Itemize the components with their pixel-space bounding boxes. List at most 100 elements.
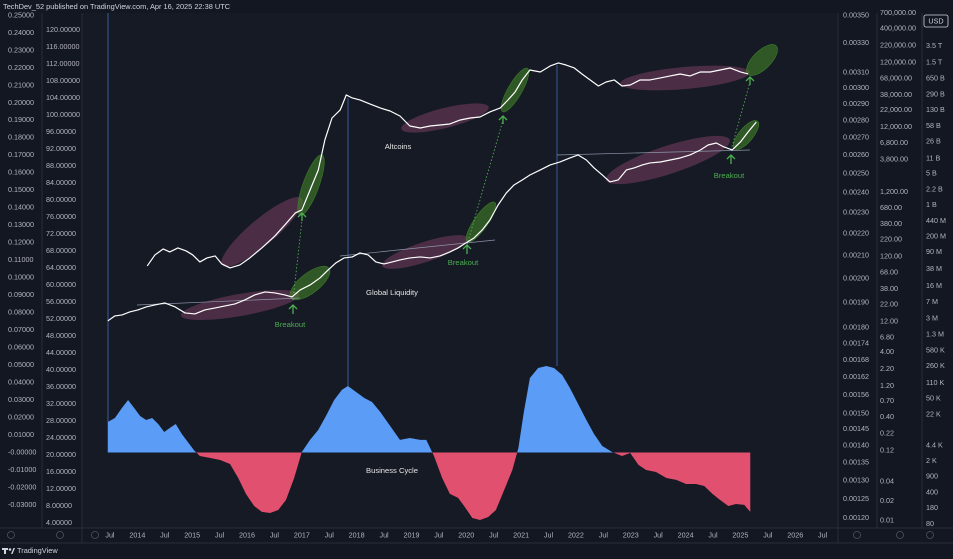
y-tick-label: 0.02000 bbox=[8, 412, 34, 421]
y-tick-label: 84.00000 bbox=[46, 178, 76, 187]
series-label: Global Liquidity bbox=[366, 288, 418, 297]
x-tick-label: 2021 bbox=[513, 530, 529, 539]
y-tick-label: 1.3 M bbox=[926, 330, 944, 339]
y-tick-label: 0.00220 bbox=[843, 229, 869, 238]
y-tick-label: 0.00290 bbox=[843, 99, 869, 108]
y-tick-label: 290 B bbox=[926, 89, 945, 98]
y-tick-label: 80 bbox=[926, 519, 934, 528]
y-tick-label: 108.00000 bbox=[46, 76, 80, 85]
separators bbox=[0, 13, 953, 544]
y-tick-label: 0.13000 bbox=[8, 220, 34, 229]
y-tick-label: 2 K bbox=[926, 456, 937, 465]
y-tick-label: 3,800.00 bbox=[880, 154, 908, 163]
x-tick-label: 2017 bbox=[294, 530, 310, 539]
y-tick-label: 7 M bbox=[926, 297, 938, 306]
y-tick-label: 0.00230 bbox=[843, 208, 869, 217]
x-tick-label: Jul bbox=[599, 530, 609, 539]
y-tick-label: 5 B bbox=[926, 169, 937, 178]
y-tick-label: 68.00 bbox=[880, 268, 898, 277]
y-tick-label: 8.00000 bbox=[46, 501, 72, 510]
y-tick-label: 40.00000 bbox=[46, 365, 76, 374]
x-tick-label: Jul bbox=[654, 530, 664, 539]
y-tick-label: 88.00000 bbox=[46, 161, 76, 170]
y-tick-label: -0.03000 bbox=[8, 500, 36, 509]
y-tick-label: 0.23000 bbox=[8, 45, 34, 54]
y-tick-label: 38.00 bbox=[880, 284, 898, 293]
y-tick-label: 0.00250 bbox=[843, 169, 869, 178]
y-tick-label: 260 K bbox=[926, 361, 945, 370]
y-tick-label: -0.01000 bbox=[8, 465, 36, 474]
y-tick-label: 3.5 T bbox=[926, 41, 943, 50]
y-tick-label: 0.00300 bbox=[843, 83, 869, 92]
annotation: Breakout bbox=[714, 171, 745, 180]
y-tick-label: 58 B bbox=[926, 121, 941, 130]
y-tick-label: 96.00000 bbox=[46, 127, 76, 136]
x-tick-label: 2018 bbox=[349, 530, 365, 539]
y-tick-label: 0.18000 bbox=[8, 133, 34, 142]
y-tick-label: 4.00 bbox=[880, 347, 894, 356]
y-tick-label: 64.00000 bbox=[46, 263, 76, 272]
y-tick-label: 0.01 bbox=[880, 516, 894, 525]
x-tick-label: Jul bbox=[763, 530, 773, 539]
y-tick-label: 380.00 bbox=[880, 219, 902, 228]
y-tick-label: 16.00000 bbox=[46, 467, 76, 476]
y-tick-label: 0.00125 bbox=[843, 494, 869, 503]
y-tick-label: 700,000.00 bbox=[880, 8, 916, 17]
y-tick-label: 1 B bbox=[926, 200, 937, 209]
x-tick-label: 2026 bbox=[787, 530, 803, 539]
x-tick-label: 2015 bbox=[184, 530, 200, 539]
y-tick-label: 0.25000 bbox=[8, 10, 34, 19]
currency-box bbox=[923, 14, 949, 28]
y-tick-label: 0.11000 bbox=[8, 255, 33, 264]
plot-area bbox=[82, 13, 838, 528]
y-tick-label: 20.00000 bbox=[46, 450, 76, 459]
y-tick-label: 0.12000 bbox=[8, 238, 34, 247]
trend-lines bbox=[136, 149, 751, 306]
y-tick-label: 1,200.00 bbox=[880, 187, 908, 196]
y-tick-label: 104.00000 bbox=[46, 93, 80, 102]
y-tick-label: 44.00000 bbox=[46, 348, 76, 357]
x-tick-label: 2014 bbox=[129, 530, 145, 539]
x-tick-label: Jul bbox=[325, 530, 335, 539]
y-tick-label: 26 B bbox=[926, 137, 941, 146]
y-tick-label: 6.80 bbox=[880, 332, 894, 341]
y-tick-label: 16 M bbox=[926, 281, 942, 290]
x-tick-label: 2022 bbox=[568, 530, 584, 539]
y-tick-label: 440 M bbox=[926, 216, 946, 225]
x-tick-label: 2019 bbox=[403, 530, 419, 539]
y-tick-label: 0.00280 bbox=[843, 115, 869, 124]
y-tick-label: 1.5 T bbox=[926, 57, 943, 66]
x-tick-label: Jul bbox=[105, 530, 115, 539]
y-tick-label: 220,000.00 bbox=[880, 40, 916, 49]
currency: USD bbox=[928, 16, 943, 25]
y-tick-label: 0.00310 bbox=[843, 68, 869, 77]
projection-lines bbox=[292, 81, 751, 301]
y-tick-label: 76.00000 bbox=[46, 212, 76, 221]
x-tick-label: 2020 bbox=[458, 530, 474, 539]
series-label: Business Cycle bbox=[366, 466, 418, 475]
header: TechDev_52 published on TradingView.com,… bbox=[3, 2, 231, 11]
brand: TradingView bbox=[17, 546, 58, 555]
x-tick-label: Jul bbox=[160, 530, 170, 539]
y-tick-label: 38 M bbox=[926, 264, 942, 273]
y-tick-label: 28.00000 bbox=[46, 416, 76, 425]
y-tick-label: 0.00130 bbox=[843, 475, 869, 484]
y-tick-label: 48.00000 bbox=[46, 331, 76, 340]
y-tick-label: 38,000.00 bbox=[880, 90, 912, 99]
y-tick-label: 60.00000 bbox=[46, 280, 76, 289]
annotation: Breakout bbox=[275, 320, 306, 329]
y-tick-label: 0.21000 bbox=[8, 80, 34, 89]
x-tick-label: 2024 bbox=[678, 530, 694, 539]
y-tick-label: 50 K bbox=[926, 393, 941, 402]
y-tick-label: 110 K bbox=[926, 378, 944, 387]
y-tick-label: 0.17000 bbox=[8, 150, 34, 159]
y-tick-label: 680.00 bbox=[880, 203, 902, 212]
y-tick-label: -0.02000 bbox=[8, 482, 36, 491]
y-tick-label: 0.00200 bbox=[843, 273, 869, 282]
area-negative bbox=[196, 452, 751, 520]
y-tick-label: 90 M bbox=[926, 247, 942, 256]
y-tick-label: 0.19000 bbox=[8, 115, 34, 124]
x-tick-label: 2016 bbox=[239, 530, 255, 539]
y-tick-label: 0.00350 bbox=[843, 11, 869, 20]
y-tick-label: 22 K bbox=[926, 409, 941, 418]
